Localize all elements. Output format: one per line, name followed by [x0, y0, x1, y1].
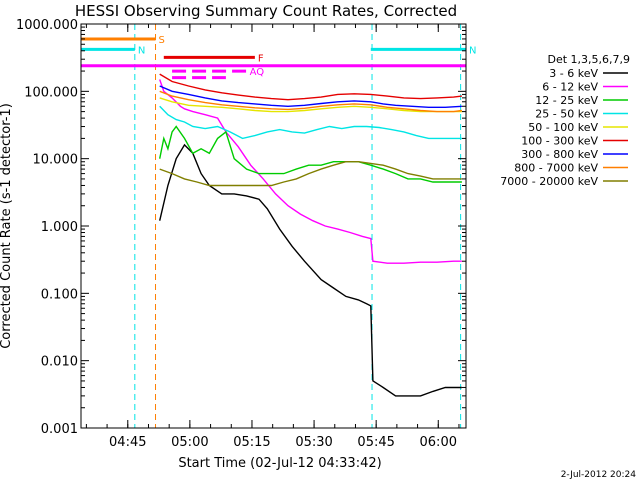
series-line-5	[159, 73, 462, 101]
legend-label: 25 - 50 keV	[535, 108, 598, 121]
footer-timestamp: 2-Jul-2012 20:24	[561, 470, 637, 480]
y-tick-label: 0.010	[41, 355, 78, 370]
series-line-2	[159, 125, 462, 183]
y-tick-label: 0.100	[41, 287, 78, 302]
flag-label: S	[159, 35, 165, 46]
legend-label: 3 - 6 keV	[549, 67, 598, 80]
legend-title: Det 1,3,5,6,7,9	[547, 53, 630, 66]
y-axis: 1000.000 100.000 10.000 1.000 0.100 0.010 0.00…	[16, 18, 466, 437]
y-tick-label: 100.000	[24, 85, 78, 100]
chart-title: HESSI Observing Summary Count Rates, Cor…	[75, 2, 457, 20]
x-axis: 04:45 05:00 05:15 05:30 05:45 06:00	[85, 24, 460, 450]
y-tick-label: 10.000	[33, 153, 79, 168]
y-tick-label: 1.000	[41, 220, 78, 235]
series-line-6	[159, 85, 462, 109]
series-line-4	[159, 97, 462, 113]
plot-area: S N N F AQ	[81, 24, 476, 428]
legend-label: 800 - 7000 keV	[514, 162, 598, 175]
legend-label: 7000 - 20000 keV	[500, 175, 598, 188]
x-tick-label: 04:45	[109, 435, 146, 450]
x-axis-label: Start Time (02-Jul-12 04:33:42)	[178, 456, 381, 471]
legend-label: 12 - 25 keV	[535, 94, 598, 107]
legend-label: 6 - 12 keV	[542, 81, 598, 94]
series-line-0	[159, 143, 462, 397]
y-axis-label: Corrected Count Rate (s-1 detector-1)	[0, 103, 14, 349]
series-line-1	[159, 79, 462, 264]
x-tick-label: 06:00	[420, 435, 457, 450]
plot-frame	[80, 23, 467, 429]
y-tick-label: 1000.000	[16, 18, 78, 33]
x-tick-label: 05:15	[233, 435, 270, 450]
series-line-8	[159, 160, 462, 187]
flag-label: F	[258, 53, 264, 64]
series-line-3	[159, 105, 462, 140]
flag-label: N	[138, 45, 145, 56]
legend-label: 50 - 100 keV	[528, 121, 598, 134]
y-tick-label: 0.001	[41, 422, 78, 437]
flag-label: N	[469, 45, 476, 56]
legend-label: 300 - 800 keV	[521, 148, 598, 161]
x-tick-label: 05:30	[295, 435, 332, 450]
flag-label: AQ	[250, 67, 265, 78]
series-line-7	[159, 90, 462, 113]
x-tick-label: 05:00	[171, 435, 208, 450]
legend-label: 100 - 300 keV	[521, 135, 598, 148]
x-tick-label: 05:45	[357, 435, 394, 450]
